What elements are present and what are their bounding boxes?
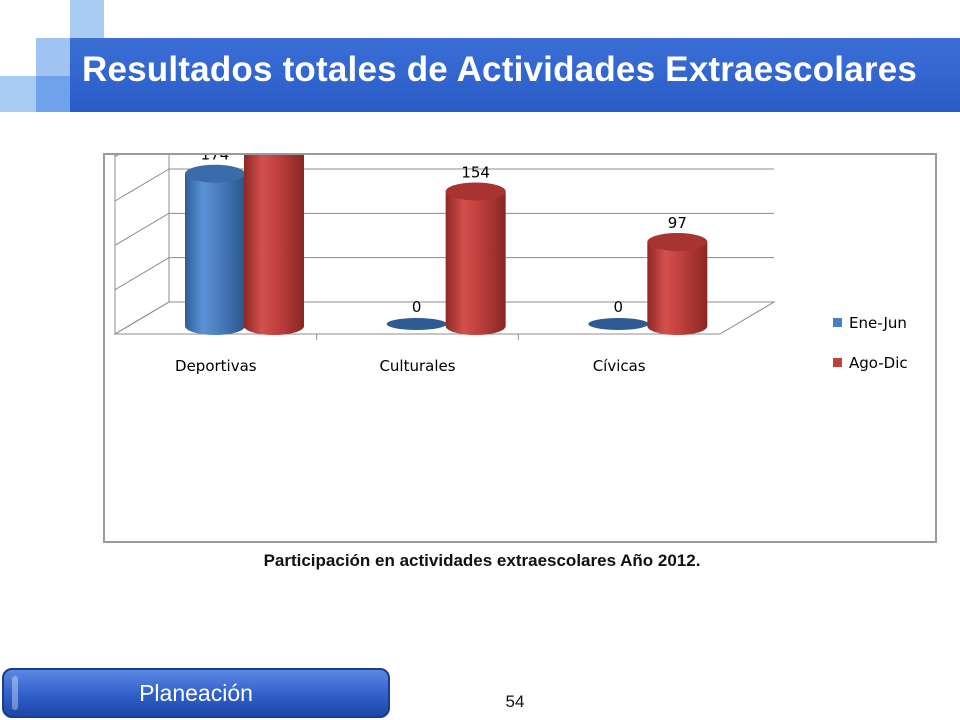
- data-label: 174: [201, 155, 230, 164]
- bar-ene-jun-0: [185, 173, 245, 335]
- slide-title: Resultados totales de Actividades Extrae…: [82, 50, 918, 89]
- gridline-side: [114, 155, 119, 158]
- labels-layer: 1740028415497: [201, 155, 687, 316]
- data-label: 154: [461, 163, 490, 181]
- gridline-side: [114, 168, 170, 202]
- decor-square-left: [0, 76, 36, 112]
- legend-swatch: [833, 318, 842, 327]
- planeacion-nav-button[interactable]: Planeación: [2, 668, 390, 718]
- button-highlight: [12, 676, 18, 710]
- legend: Ene-Jun Ago-Dic: [833, 314, 908, 372]
- bar-ago-dic-1: [445, 191, 506, 335]
- page-number: 54: [505, 692, 525, 711]
- bar-ago-dic-2: [647, 241, 708, 335]
- decor-square-dark: [36, 76, 70, 112]
- gridline-side: [114, 257, 170, 291]
- chart-caption: Participación en actividades extraescola…: [263, 551, 701, 570]
- title-bar: [70, 38, 960, 112]
- data-label: 0: [614, 298, 624, 316]
- legend-label: Ene-Jun: [849, 314, 907, 332]
- bar-top: [185, 164, 245, 183]
- x-category-label: Cívicas: [593, 357, 646, 375]
- nav-button-label: Planeación: [139, 680, 253, 706]
- bar-top: [647, 232, 708, 251]
- bar-ago-dic-0: [244, 155, 304, 335]
- bar-ene-jun-1: [386, 318, 447, 330]
- bar-ene-jun-2: [588, 318, 649, 330]
- x-category-label: Deportivas: [175, 357, 257, 375]
- decor-square-top: [70, 0, 104, 38]
- data-label: 97: [668, 214, 687, 232]
- chart-frame: 050100150200250300DeportivasCulturalesCí…: [103, 153, 937, 543]
- decor-square-mid: [36, 38, 70, 76]
- bar-chart: 050100150200250300DeportivasCulturalesCí…: [113, 155, 908, 375]
- legend-swatch: [833, 358, 842, 367]
- bar-top: [445, 182, 506, 201]
- legend-label: Ago-Dic: [849, 354, 908, 372]
- data-label: 0: [412, 298, 422, 316]
- x-category-label: Culturales: [379, 357, 455, 375]
- gridline-side: [114, 212, 170, 246]
- bars-layer: [185, 155, 708, 335]
